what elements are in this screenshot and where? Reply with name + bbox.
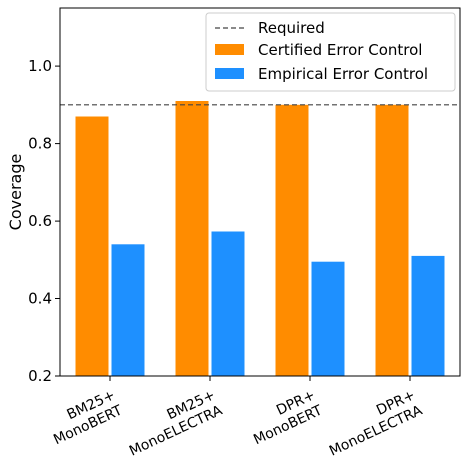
- y-axis-label: Coverage: [6, 154, 25, 231]
- legend-certified-label: Certified Error Control: [258, 41, 422, 59]
- legend-empirical-swatch: [215, 68, 244, 79]
- bars-layer: [75, 101, 445, 377]
- bar-empirical-3: [411, 255, 445, 376]
- legend-certified-swatch: [215, 44, 244, 55]
- y-tick-label-2: 0.6: [28, 212, 52, 230]
- bar-certified-2: [275, 104, 309, 377]
- y-tick-label-0: 0.2: [28, 367, 52, 385]
- bar-certified-1: [175, 101, 209, 376]
- y-tick-label-4: 1.0: [28, 57, 52, 75]
- x-tick-label-1: BM25+MonoELECTRA: [127, 387, 225, 459]
- y-tick-label-1: 0.4: [28, 290, 52, 308]
- plot-frame: [59, 7, 461, 377]
- x-tick-label-3: DPR+MonoELECTRA: [327, 387, 425, 459]
- legend-box: [205, 12, 456, 92]
- legend: Required Certified Error Control Empiric…: [205, 12, 456, 92]
- x-tick-label-2: DPR+MonoBERT: [251, 387, 325, 448]
- bar-empirical-2: [311, 261, 345, 376]
- legend-required-label: Required: [258, 19, 325, 37]
- bar-certified-3: [375, 104, 409, 377]
- y-tick-label-3: 0.8: [28, 135, 52, 153]
- bar-empirical-1: [211, 231, 245, 376]
- legend-empirical-label: Empirical Error Control: [258, 65, 428, 83]
- y-axis: 0.2 0.4 0.6 0.8 1.0: [28, 57, 60, 385]
- bar-certified-0: [75, 116, 109, 376]
- x-axis: BM25+MonoBERT BM25+MonoELECTRA DPR+MonoBER…: [51, 376, 425, 460]
- x-tick-label-0: BM25+MonoBERT: [51, 387, 125, 448]
- bar-empirical-0: [111, 244, 145, 376]
